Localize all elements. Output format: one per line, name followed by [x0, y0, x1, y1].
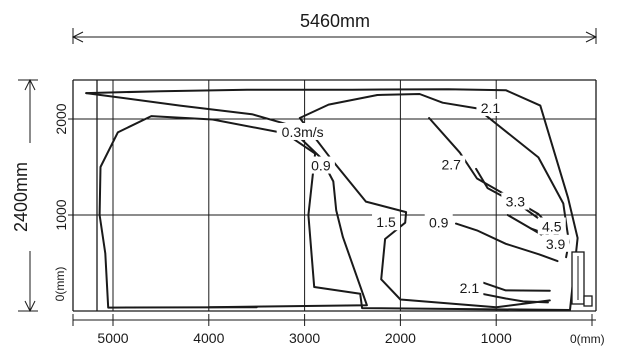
outlet-unit — [571, 251, 593, 307]
x-tick-label-4: 1000 — [481, 330, 512, 346]
x-axis-ticks: 5000 4000 3000 2000 1000 — [97, 314, 593, 346]
contour-label-bg-6 — [537, 217, 566, 235]
width-dim-label-bg — [288, 8, 382, 34]
width-dim-right-arrow — [585, 31, 598, 43]
width-dimension: 5460mm — [71, 8, 598, 44]
contour-label-9: 2.1 — [460, 280, 480, 296]
contour-label-bg-4 — [437, 155, 466, 173]
contour-labels: 0.3m/s 0.9 1.5 2.1 2.7 3.3 4.53.9 0.9 2.1 — [276, 98, 570, 296]
x-axis-unit-label: 0(mm) — [570, 332, 605, 346]
y-axis-unit-label: 0(mm) — [53, 267, 67, 302]
x-axis-ruler: 5000 4000 3000 2000 1000 — [72, 314, 596, 346]
x-tick-label-0: 5000 — [97, 330, 128, 346]
contour-label-bg-7 — [541, 234, 570, 252]
contour-label-bg-8 — [424, 213, 453, 231]
contour-line-2 — [298, 94, 551, 309]
contour-label-2: 1.5 — [376, 214, 396, 230]
contour-label-bg-2 — [372, 213, 401, 231]
contour-label-3: 2.1 — [481, 100, 501, 116]
contour-label-4: 2.7 — [441, 157, 461, 173]
contour-line-0 — [85, 88, 579, 311]
contour-label-8: 0.9 — [429, 215, 449, 231]
height-dim-top-arrow — [24, 78, 36, 91]
contour-label-bg-9 — [455, 278, 484, 296]
height-dim-label-bg — [10, 143, 36, 251]
contour-label-0: 0.3m/s — [282, 124, 324, 140]
contour-label-6: 4.5 — [542, 219, 562, 235]
y-tick-label-1: 2000 — [53, 103, 69, 134]
contour-line-1 — [85, 92, 368, 309]
y-axis-tick-labels: 1000 2000 — [53, 103, 78, 231]
width-dimension-label: 5460mm — [300, 11, 370, 31]
contour-label-bg-0 — [276, 122, 329, 140]
contour-label-7: 3.9 — [546, 236, 566, 252]
x-tick-label-3: 2000 — [385, 330, 416, 346]
height-dimension-label: 2400mm — [11, 162, 31, 232]
contour-line-9 — [455, 222, 559, 263]
plot-grid — [73, 80, 596, 311]
contour-label-bg-3 — [476, 98, 505, 116]
x-tick-label-1: 4000 — [193, 330, 224, 346]
plot-frame — [72, 79, 597, 312]
y-tick-label-0: 1000 — [53, 199, 69, 230]
x-tick-label-2: 3000 — [289, 330, 320, 346]
contour-label-bg-1 — [306, 156, 335, 174]
height-dim-bottom-arrow — [24, 300, 36, 313]
contour-label-1: 0.9 — [311, 158, 331, 174]
outlet-foot — [583, 295, 593, 307]
contour-label-bg-5 — [501, 192, 530, 210]
height-dimension: 2400mm — [10, 78, 38, 313]
width-dim-left-arrow — [71, 31, 84, 43]
contour-label-5: 3.3 — [506, 194, 526, 210]
